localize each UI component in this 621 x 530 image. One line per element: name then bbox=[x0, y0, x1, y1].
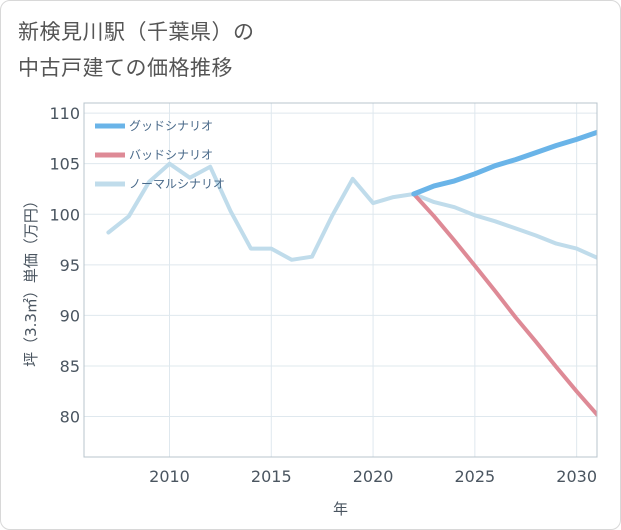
chart-title-line2: 中古戸建ての価格推移 bbox=[18, 56, 233, 80]
chart-title-line1: 新検見川駅（千葉県）の bbox=[18, 20, 255, 44]
series-lines bbox=[106, 129, 597, 417]
x-tick-labels: 2010 2015 2020 2025 2030 bbox=[149, 467, 597, 486]
x-tick-label: 2025 bbox=[454, 467, 495, 486]
y-axis-label: 坪（3.3㎡）単価（万円） bbox=[22, 193, 40, 367]
x-tick-label: 2020 bbox=[353, 467, 394, 486]
series-line-bad bbox=[411, 192, 597, 417]
y-tick-label: 95 bbox=[60, 256, 80, 275]
series-line-good bbox=[411, 129, 597, 197]
series-line-normal bbox=[106, 161, 597, 262]
x-tick-label: 2030 bbox=[556, 467, 597, 486]
x-axis-label: 年 bbox=[333, 500, 348, 518]
x-tick-label: 2010 bbox=[149, 467, 190, 486]
y-tick-label: 100 bbox=[49, 205, 80, 224]
legend-label: グッドシナリオ bbox=[129, 119, 213, 133]
y-tick-label: 85 bbox=[60, 357, 80, 376]
plot-border bbox=[83, 102, 598, 458]
y-tick-label: 80 bbox=[60, 408, 80, 427]
y-tick-label: 90 bbox=[60, 306, 80, 325]
y-tick-label: 105 bbox=[49, 155, 80, 174]
x-tick-label: 2015 bbox=[251, 467, 292, 486]
y-tick-labels: 80 85 90 95 100 105 110 bbox=[49, 104, 80, 426]
legend-label: ノーマルシナリオ bbox=[129, 177, 225, 191]
y-tick-label: 110 bbox=[49, 104, 80, 123]
legend-label: バッドシナリオ bbox=[129, 148, 213, 162]
chart-title: 新検見川駅（千葉県）の 中古戸建ての価格推移 bbox=[18, 14, 255, 86]
